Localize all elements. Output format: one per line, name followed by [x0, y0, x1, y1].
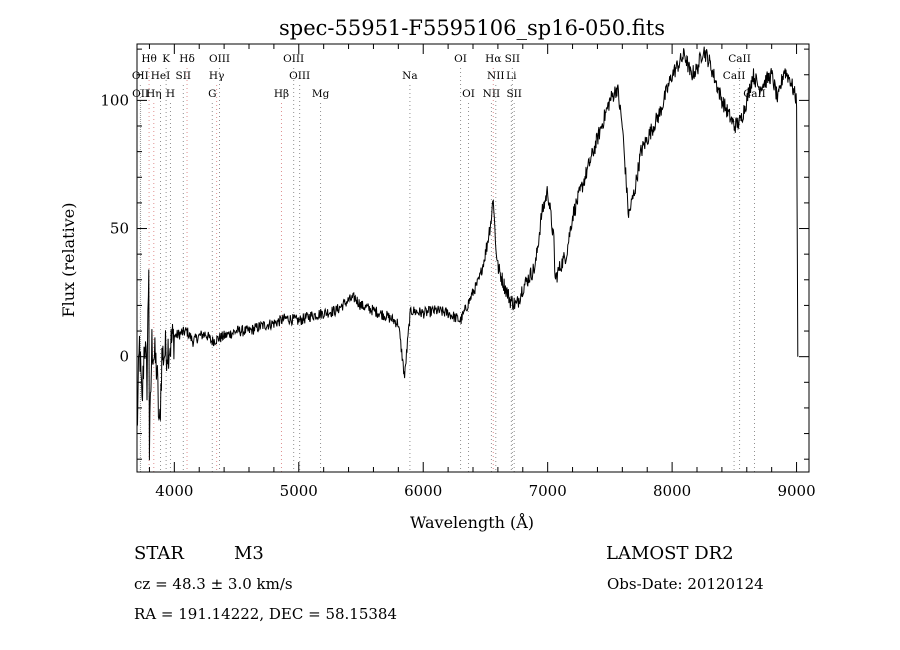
sky-coordinates: RA = 191.14222, DEC = 58.15384 — [134, 605, 397, 623]
object-subclass: M3 — [234, 543, 264, 564]
spectral-line-label: Hβ — [274, 88, 289, 100]
spectral-line-label: OI — [462, 88, 475, 100]
axis-ticks — [137, 44, 809, 472]
redshift-velocity: cz = 48.3 ± 3.0 km/s — [134, 575, 293, 593]
spectral-line-label: OIII — [283, 53, 304, 65]
spectral-line-label: CaII — [723, 70, 746, 82]
spectral-line-label: Na — [402, 70, 417, 82]
axis-tick-labels: 4000 5000 6000 7000 8000 9000 0 50 100 — [100, 91, 815, 500]
y-tick-label: 50 — [110, 220, 129, 238]
spectral-line-label: SII — [506, 88, 522, 100]
spectral-line-label: Hδ — [179, 53, 194, 65]
spectral-line-label: OII — [132, 70, 149, 82]
x-tick-label: 6000 — [404, 482, 442, 500]
x-tick-label: 4000 — [155, 482, 193, 500]
spectral-line-label: H — [166, 88, 175, 100]
x-axis-label: Wavelength (Å) — [410, 512, 534, 532]
spectral-line-label: SII — [505, 53, 521, 65]
emission-line-markers: Hθ K Hδ OIII OIII OI Hα SII CaII OII HeI SII Hγ OIII N… — [132, 53, 766, 472]
spectral-line-label: SII — [176, 70, 192, 82]
spectral-line-label: K — [162, 53, 170, 65]
survey-name: LAMOST DR2 — [606, 543, 734, 564]
spectrum-series — [136, 46, 799, 461]
spectral-line-label: OII — [132, 88, 149, 100]
spectral-line-label: NII — [483, 88, 500, 100]
y-tick-label: 100 — [100, 91, 129, 109]
spectral-line-label: G — [208, 88, 216, 100]
x-tick-label: 7000 — [529, 482, 567, 500]
spectral-line-label: OIII — [209, 53, 230, 65]
chart-title: spec-55951-F5595106_sp16-050.fits — [279, 16, 665, 40]
spectrum-line — [136, 46, 799, 461]
spectral-line-label: Hθ — [141, 53, 156, 65]
spectral-line-label: Li — [506, 70, 517, 82]
spectral-line-label: Mg — [312, 88, 330, 100]
spectral-line-label: OI — [454, 53, 467, 65]
spectral-line-label: HeI — [151, 70, 171, 82]
observation-date: Obs-Date: 20120124 — [607, 575, 764, 593]
y-axis-label: Flux (relative) — [59, 203, 78, 318]
spectral-line-label: NII — [487, 70, 504, 82]
spectral-line-label: Hγ — [209, 70, 224, 82]
x-tick-label: 8000 — [653, 482, 691, 500]
plot-frame — [136, 43, 810, 473]
object-class: STAR — [134, 543, 184, 564]
x-tick-label: 9000 — [777, 482, 815, 500]
spectral-line-label: OIII — [289, 70, 310, 82]
spectral-line-label: Hα — [485, 53, 501, 65]
spectral-line-label: Hη — [146, 88, 161, 100]
x-tick-label: 5000 — [280, 482, 318, 500]
plot-border — [136, 43, 810, 473]
y-tick-label: 0 — [119, 348, 129, 366]
spectral-line-label: CaII — [728, 53, 751, 65]
